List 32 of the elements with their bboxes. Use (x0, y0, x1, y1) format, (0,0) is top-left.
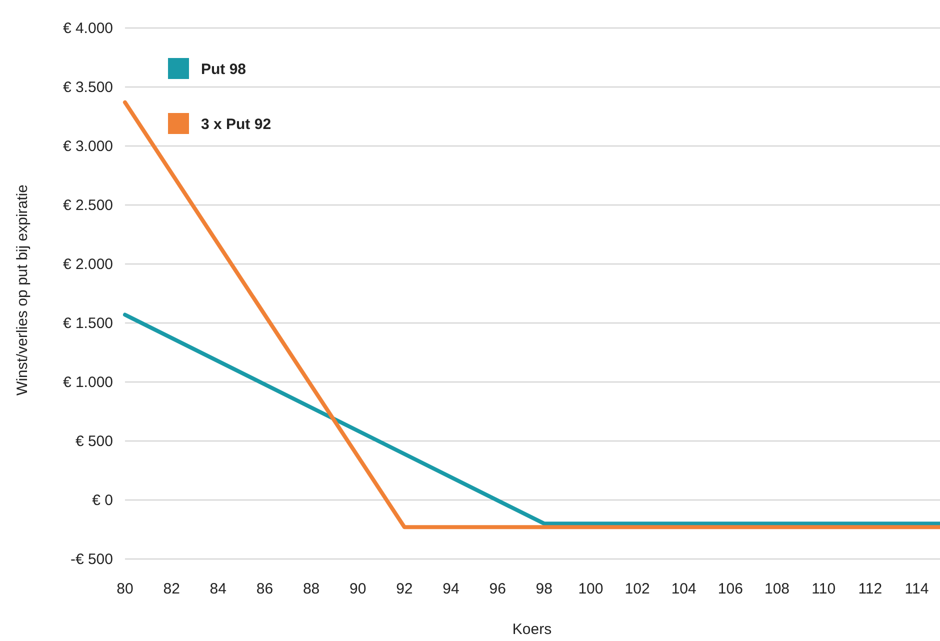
x-tick-label: 94 (442, 580, 460, 598)
y-tick-label: € 3.500 (62, 78, 113, 96)
x-axis-title: Koers (512, 621, 552, 638)
x-tick-label: 92 (396, 580, 413, 598)
x-tick-label: 102 (624, 580, 650, 598)
x-tick-label: 100 (578, 580, 604, 598)
x-tick-label: 106 (718, 580, 743, 598)
x-tick-label: 104 (671, 580, 696, 598)
x-tick-label: 90 (350, 580, 366, 598)
x-tick-label: 96 (489, 580, 506, 598)
legend-label: Put 98 (201, 61, 246, 78)
x-tick-label: 82 (163, 580, 180, 598)
x-tick-label: 86 (256, 580, 274, 598)
y-axis-title: Winst/verlies op put bij expiratie (14, 184, 31, 396)
x-tick-label: 112 (858, 580, 882, 598)
y-tick-label: -€ 500 (70, 550, 113, 568)
x-tick-label: 80 (116, 580, 134, 598)
y-tick-label: € 2.000 (62, 256, 113, 273)
x-tick-label: 98 (536, 580, 552, 598)
y-tick-label: € 1.500 (62, 314, 113, 332)
x-tick-label: 110 (812, 580, 836, 598)
legend-label: 3 x Put 92 (201, 116, 272, 133)
y-tick-label: € 2.500 (62, 196, 113, 214)
x-tick-label: 108 (764, 580, 790, 598)
y-tick-label: € 1.000 (62, 374, 113, 391)
x-tick-label: 114 (904, 580, 929, 598)
y-tick-label: € 500 (75, 432, 113, 450)
y-tick-label: € 3.000 (62, 138, 113, 155)
y-tick-label: € 4.000 (62, 20, 113, 37)
x-tick-label: 88 (302, 580, 320, 598)
y-tick-label: € 0 (92, 492, 113, 509)
x-tick-label: 84 (210, 580, 226, 598)
